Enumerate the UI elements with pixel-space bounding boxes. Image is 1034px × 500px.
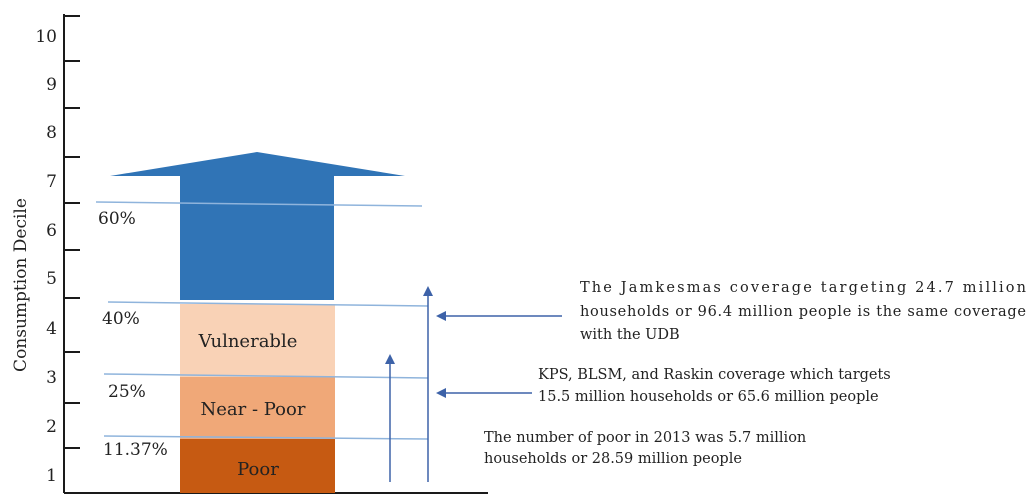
segment-label-vulnerable: Vulnerable [198,331,298,352]
threshold-line-near-poor [103,373,429,379]
annotation-kps-line: KPS, BLSM, and Raskin coverage which tar… [538,367,891,383]
annotation-kps-line: 15.5 million households or 65.6 million … [538,389,879,405]
y-tick-label: 5 [46,269,57,289]
y-tick-label: 2 [46,417,57,437]
threshold-line-upper [95,201,423,207]
threshold-label-vulnerable: 40% [102,309,140,329]
segment-near-poor [180,377,335,439]
segment-label-poor: Poor [237,459,279,480]
y-tick-label: 3 [46,368,57,388]
y-tick-label: 7 [46,172,57,192]
segment-poor [180,439,335,493]
y-tick-label: 4 [46,319,57,339]
segment-upper-arrow [110,152,405,300]
segment-vulnerable [180,304,335,377]
annotation-jamkesmas-line: households or 96.4 million people is the… [580,304,1026,320]
y-tick-label: 10 [35,27,57,47]
annotation-jamkesmas-line: The Jamkesmas coverage targeting 24.7 mi… [580,280,1026,296]
threshold-line-poor [103,435,429,440]
threshold-label-near-poor: 25% [108,382,146,402]
threshold-line-vulnerable [107,301,429,307]
y-tick-label: 9 [46,75,57,95]
y-tick-label: 6 [46,221,57,241]
annotation-poor-line: The number of poor in 2013 was 5.7 milli… [484,430,806,446]
y-axis-label: Consumption Decile [11,198,31,372]
annotation-poor-line: households or 28.59 million people [484,451,742,467]
annotation-jamkesmas-line: with the UDB [580,327,680,343]
threshold-label-upper: 60% [98,209,136,229]
threshold-label-poor: 11.37% [103,440,168,460]
y-tick-label: 1 [46,466,57,486]
y-tick-label: 8 [46,123,57,143]
segment-label-near-poor: Near - Poor [201,399,306,420]
